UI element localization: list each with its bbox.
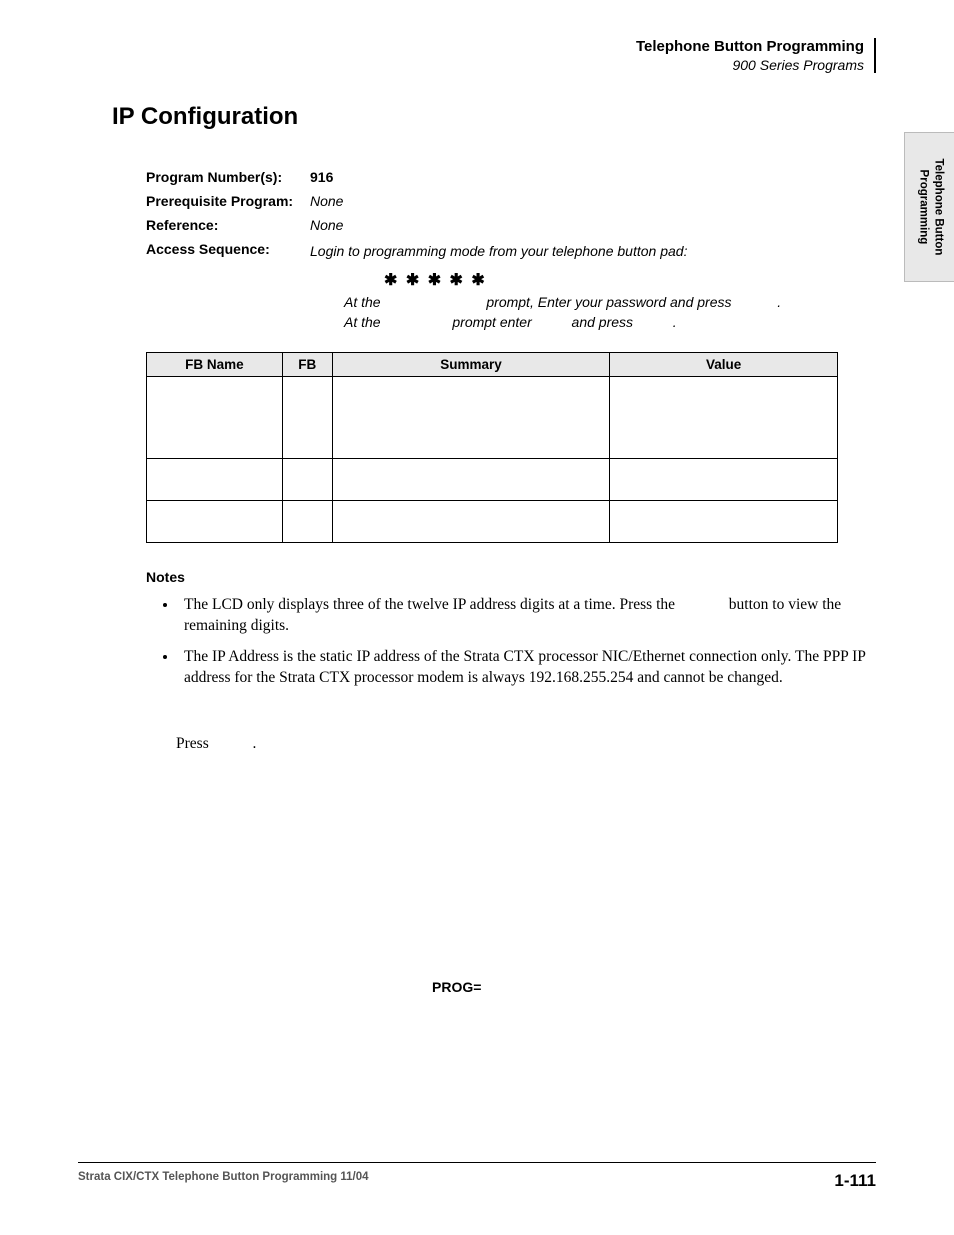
cell (147, 501, 283, 543)
fb-table: FB Name FB Summary Value (146, 352, 838, 543)
star-sequence: ✱ ✱ ✱ ✱ ✱ (384, 270, 876, 290)
cell (282, 459, 332, 501)
cell (610, 377, 838, 459)
col-header-fbname: FB Name (147, 353, 283, 377)
cell (332, 377, 610, 459)
col-header-value: Value (610, 353, 838, 377)
text-fragment: . (777, 294, 781, 310)
text-fragment: prompt, Enter your password and press (486, 294, 731, 310)
cell (282, 377, 332, 459)
table-row (147, 501, 838, 543)
cell (282, 501, 332, 543)
meta-label: Access Sequence: (146, 241, 310, 262)
meta-value: Login to programming mode from your tele… (310, 241, 687, 262)
text-fragment: At the (344, 314, 381, 330)
text-fragment: Press (176, 735, 209, 752)
text-fragment: prompt enter (452, 314, 531, 330)
table-header-row: FB Name FB Summary Value (147, 353, 838, 377)
main-title: IP Configuration (112, 103, 876, 131)
side-tab: Telephone ButtonProgramming (904, 132, 954, 282)
meta-label: Reference: (146, 217, 310, 233)
footer-page-number: 1-111 (834, 1171, 876, 1191)
access-line-2: At the prompt, Enter your password and p… (344, 294, 876, 310)
meta-label: Program Number(s): (146, 169, 310, 185)
cell (332, 459, 610, 501)
meta-program-number: Program Number(s): 916 (146, 169, 876, 185)
page-footer: Strata CIX/CTX Telephone Button Programm… (78, 1162, 876, 1191)
cell (610, 459, 838, 501)
cell (147, 377, 283, 459)
cell (147, 459, 283, 501)
note-item: The IP Address is the static IP address … (178, 647, 876, 689)
text-fragment: At the (344, 294, 381, 310)
table-row (147, 459, 838, 501)
meta-value: None (310, 217, 343, 233)
header-title: Telephone Button Programming (112, 38, 864, 55)
meta-value: None (310, 193, 343, 209)
col-header-fb: FB (282, 353, 332, 377)
prog-eq: PROG= (432, 979, 876, 995)
note-item: The LCD only displays three of the twelv… (178, 595, 876, 637)
meta-prereq: Prerequisite Program: None (146, 193, 876, 209)
notes-list: The LCD only displays three of the twelv… (178, 595, 876, 689)
meta-block: Program Number(s): 916 Prerequisite Prog… (146, 169, 876, 330)
table-row (147, 377, 838, 459)
text-fragment: and press (572, 314, 633, 330)
header-subtitle: 900 Series Programs (112, 57, 864, 73)
text-fragment: . (673, 314, 677, 330)
text-fragment: . (252, 735, 256, 752)
page-header: Telephone Button Programming 900 Series … (112, 38, 876, 73)
cell (332, 501, 610, 543)
side-tab-label: Telephone ButtonProgramming (915, 159, 945, 256)
meta-value: 916 (310, 169, 333, 185)
col-header-summary: Summary (332, 353, 610, 377)
meta-reference: Reference: None (146, 217, 876, 233)
access-line-3: At the prompt enter and press . (344, 314, 876, 330)
press-line: Press . (176, 735, 876, 753)
notes-heading: Notes (146, 569, 876, 585)
meta-access: Access Sequence: Login to programming mo… (146, 241, 876, 262)
text-fragment: The LCD only displays three of the twelv… (184, 596, 675, 613)
footer-left: Strata CIX/CTX Telephone Button Programm… (78, 1171, 369, 1191)
cell (610, 501, 838, 543)
meta-label: Prerequisite Program: (146, 193, 310, 209)
